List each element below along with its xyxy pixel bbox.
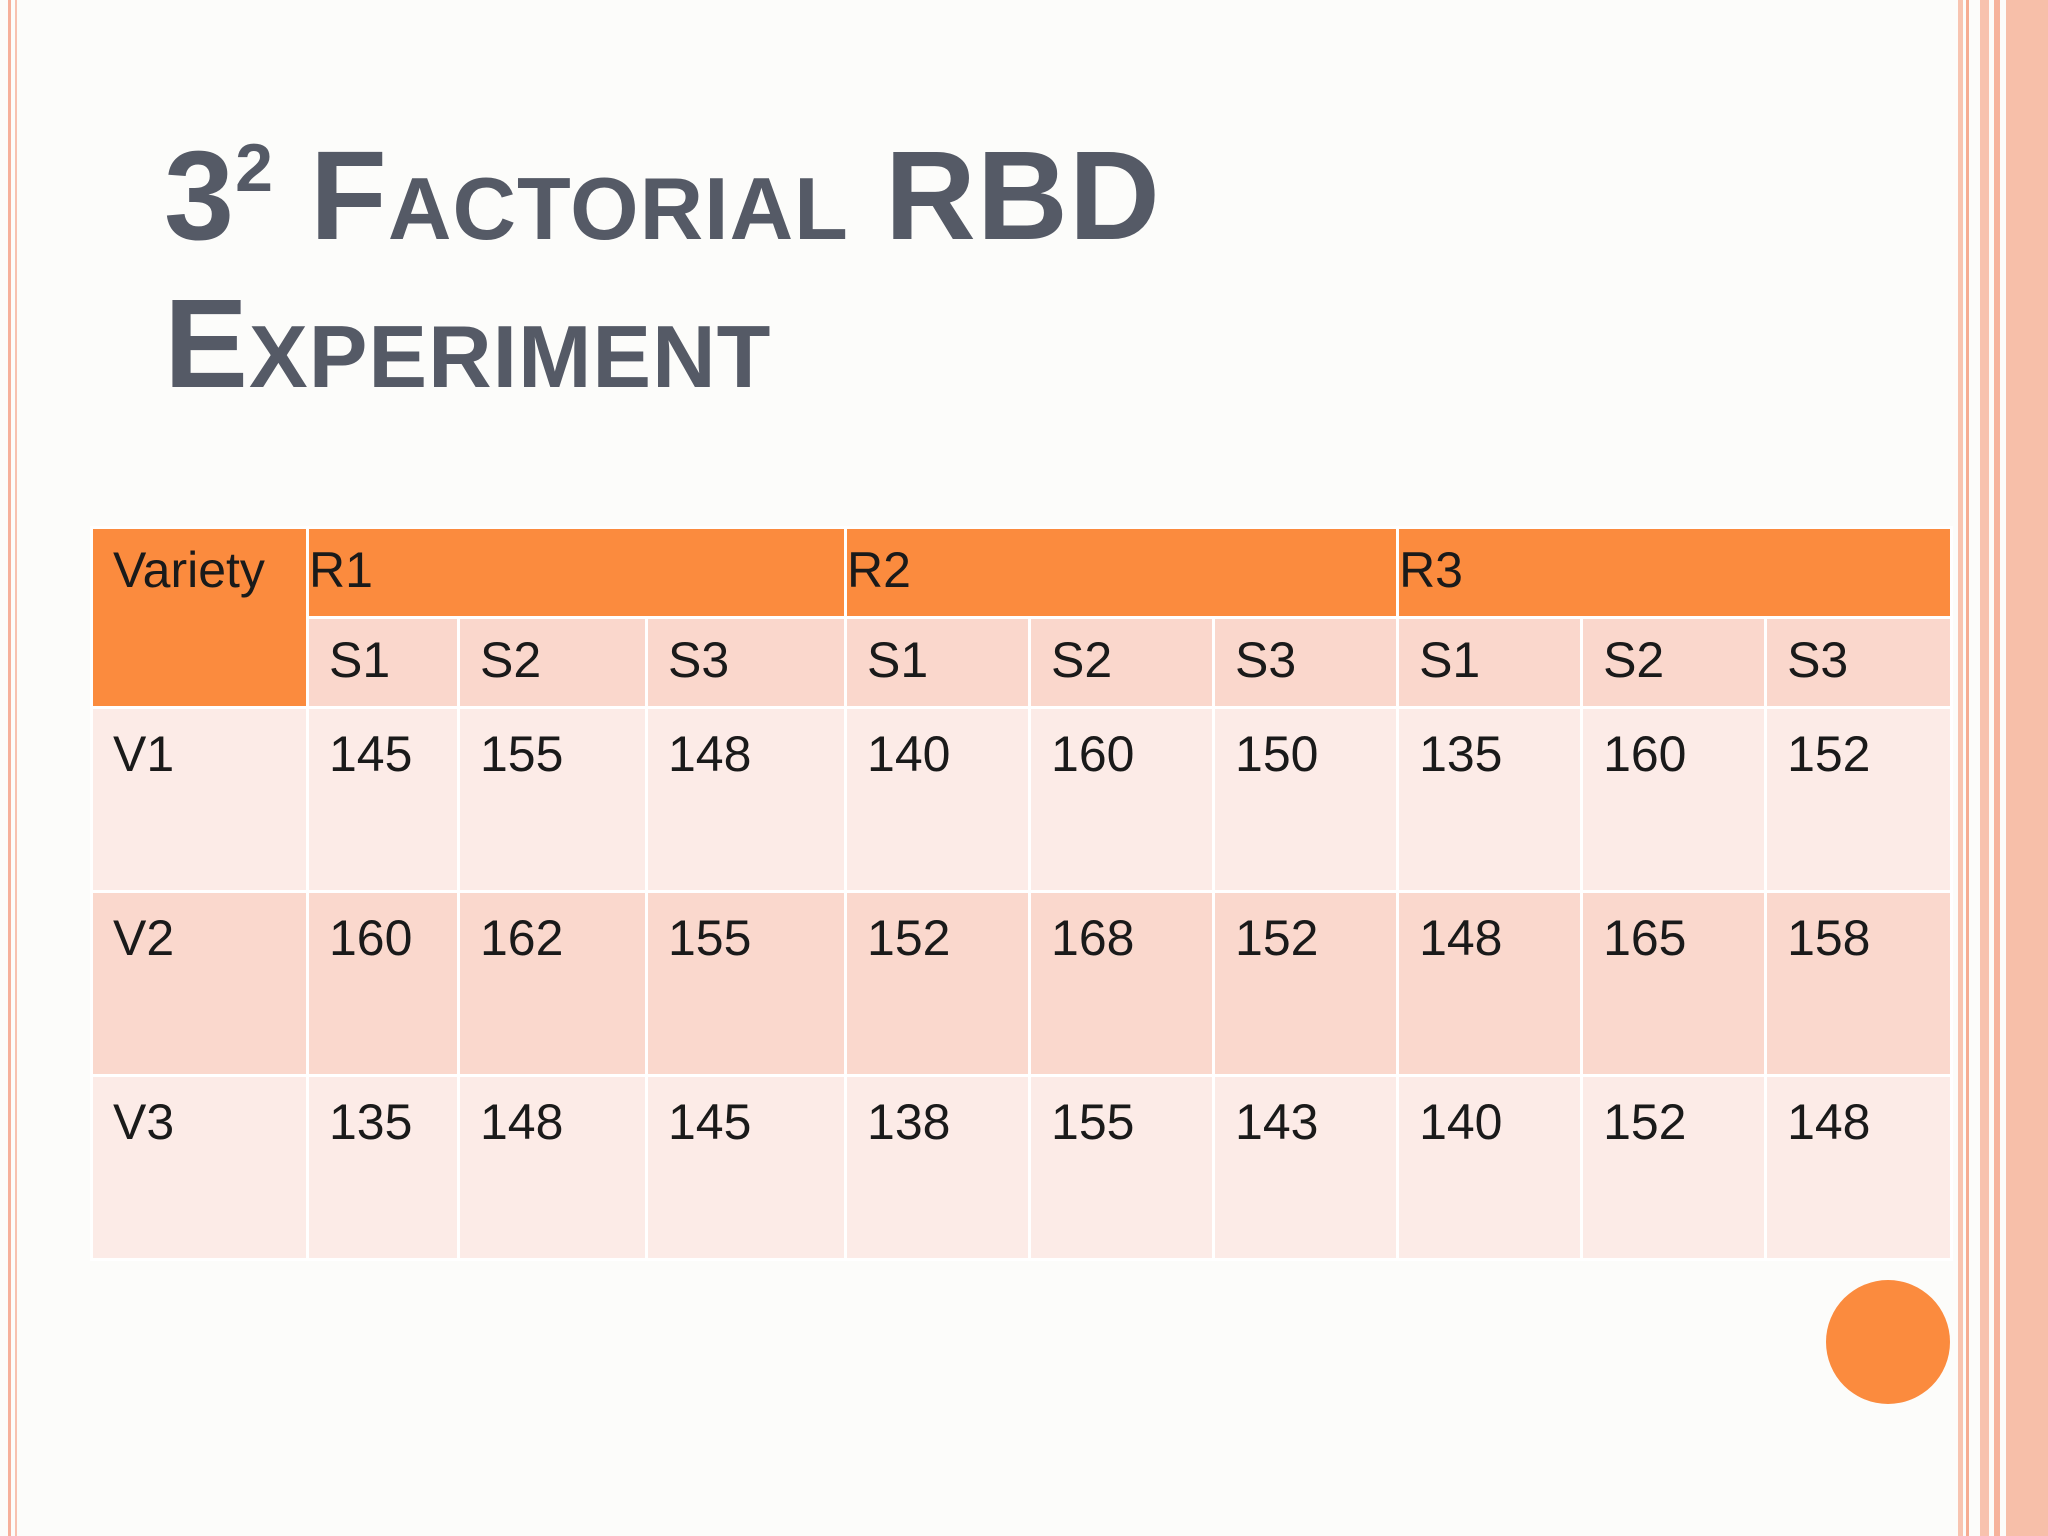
- title-base: 3: [164, 125, 236, 266]
- table-cell: 143: [1212, 1074, 1400, 1261]
- border-decoration: [1966, 0, 1969, 1536]
- border-decoration: [8, 0, 11, 1536]
- subheader-cell: S2: [457, 616, 648, 709]
- table-row: V3 135 148 145 138 155 143 140 152 148: [90, 1074, 1954, 1261]
- subheader-cell: S1: [1396, 616, 1584, 709]
- table-cell: 135: [306, 1074, 460, 1261]
- table-row: V2 160 162 155 152 168 152 148 165 158: [90, 890, 1954, 1077]
- table-cell: 150: [1212, 706, 1400, 893]
- replication-header: R3: [1396, 526, 1954, 619]
- table-cell: 152: [1212, 890, 1400, 1077]
- table-cell: 145: [306, 706, 460, 893]
- table-cell: 145: [644, 1074, 848, 1261]
- table-cell: 162: [457, 890, 648, 1077]
- subheader-cell: S3: [1212, 616, 1400, 709]
- replication-header: R1: [305, 526, 848, 619]
- subheader-cell: S3: [1764, 616, 1954, 709]
- table-cell: 155: [1028, 1074, 1216, 1261]
- replication-header: R2: [844, 526, 1400, 619]
- row-label: V2: [90, 890, 309, 1077]
- table-cell: 165: [1580, 890, 1768, 1077]
- table-cell: 148: [1396, 890, 1584, 1077]
- table-cell: 152: [1764, 706, 1954, 893]
- table-cell: 148: [644, 706, 848, 893]
- title-line1: Factorial RBD: [309, 125, 1161, 266]
- data-table: Variety R1 R2 R3 S1 S2 S3 S1 S2 S3 S1 S2…: [90, 526, 1954, 1261]
- decorative-circle-icon: [1826, 1280, 1950, 1404]
- table-cell: 140: [1396, 1074, 1584, 1261]
- table-cell: 138: [844, 1074, 1032, 1261]
- border-decoration: [1958, 0, 1963, 1536]
- border-decoration: [2006, 0, 2048, 1536]
- row-label: V1: [90, 706, 309, 893]
- subheader-cell: S3: [644, 616, 848, 709]
- table-cell: 155: [457, 706, 648, 893]
- table-cell: 152: [844, 890, 1032, 1077]
- border-decoration: [1980, 0, 1989, 1536]
- border-decoration: [15, 0, 17, 1536]
- table-cell: 155: [644, 890, 848, 1077]
- table-cell: 160: [1028, 706, 1216, 893]
- table-cell: 148: [457, 1074, 648, 1261]
- subheader-row: S1 S2 S3 S1 S2 S3 S1 S2 S3: [92, 616, 1954, 709]
- border-decoration: [1994, 0, 2000, 1536]
- table-cell: 160: [306, 890, 460, 1077]
- subheader-cell: S2: [1580, 616, 1768, 709]
- table-cell: 168: [1028, 890, 1216, 1077]
- subheader-cell: S2: [1028, 616, 1216, 709]
- subheader-cell: S1: [844, 616, 1032, 709]
- table-row: V1 145 155 148 140 160 150 135 160 152: [90, 706, 1954, 893]
- table-cell: 158: [1764, 890, 1954, 1077]
- table-cell: 148: [1764, 1074, 1954, 1261]
- row-label: V3: [90, 1074, 309, 1261]
- table-cell: 135: [1396, 706, 1584, 893]
- table-cell: 160: [1580, 706, 1768, 893]
- slide-title: 32 Factorial RBD Experiment: [164, 122, 1664, 418]
- header-row: Variety R1 R2 R3: [90, 526, 1954, 709]
- title-line2: Experiment: [164, 273, 772, 414]
- table-cell: 140: [844, 706, 1032, 893]
- subheader-cell: S1: [306, 616, 460, 709]
- title-superscript: 2: [235, 130, 274, 206]
- variety-header: Variety: [90, 526, 309, 709]
- table-cell: 152: [1580, 1074, 1768, 1261]
